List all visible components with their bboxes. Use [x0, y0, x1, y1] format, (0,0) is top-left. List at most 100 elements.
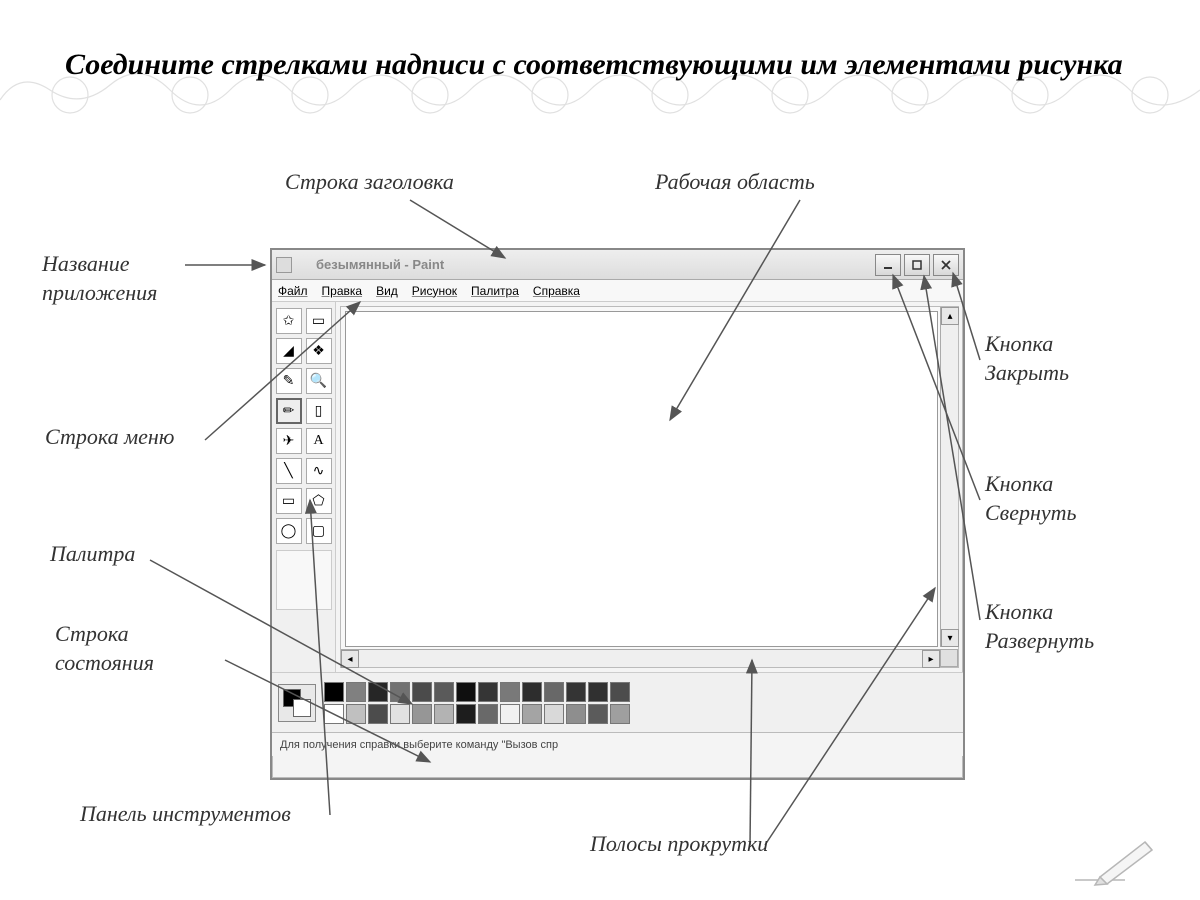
color-swatch-14[interactable]: [324, 704, 344, 724]
anno-btn-close: Кнопка Закрыть: [985, 330, 1069, 387]
menu-image[interactable]: Рисунок: [412, 284, 457, 298]
workspace-row: ✩▭◢❖✎🔍✏▯✈A╲∿▭⬠◯▢ ▴ ▾ ◂ ▸: [272, 302, 963, 672]
color-swatch-21[interactable]: [478, 704, 498, 724]
scroll-corner: [940, 649, 958, 667]
tool-polygon[interactable]: ⬠: [306, 488, 332, 514]
tool-eraser[interactable]: ◢: [276, 338, 302, 364]
color-swatch-22[interactable]: [500, 704, 520, 724]
toolbox: ✩▭◢❖✎🔍✏▯✈A╲∿▭⬠◯▢: [272, 302, 336, 672]
tool-curve[interactable]: ∿: [306, 458, 332, 484]
tool-ellipse[interactable]: ◯: [276, 518, 302, 544]
paint-window: безымянный - Paint Файл Правка Вид Рисун…: [270, 248, 965, 780]
color-swatch-23[interactable]: [522, 704, 542, 724]
anno-status-l2: состояния: [55, 650, 154, 675]
canvas[interactable]: [345, 311, 938, 647]
color-swatch-19[interactable]: [434, 704, 454, 724]
anno-title-bar: Строка заголовка: [285, 168, 454, 197]
anno-toolbox: Панель инструментов: [80, 800, 291, 829]
tool-magnifier[interactable]: 🔍: [306, 368, 332, 394]
vertical-scrollbar[interactable]: ▴ ▾: [940, 307, 958, 647]
color-swatch-0[interactable]: [324, 682, 344, 702]
menubar: Файл Правка Вид Рисунок Палитра Справка: [272, 280, 963, 302]
anno-btn-max-l2: Развернуть: [985, 628, 1094, 653]
color-swatch-27[interactable]: [610, 704, 630, 724]
color-swatch-7[interactable]: [478, 682, 498, 702]
anno-btn-min: Кнопка Свернуть: [985, 470, 1077, 527]
color-swatch-9[interactable]: [522, 682, 542, 702]
color-swatch-8[interactable]: [500, 682, 520, 702]
window-title: безымянный - Paint: [296, 257, 875, 272]
color-swatch-25[interactable]: [566, 704, 586, 724]
current-colors[interactable]: [278, 684, 316, 722]
color-swatch-24[interactable]: [544, 704, 564, 724]
h-scroll-track[interactable]: [359, 650, 922, 667]
anno-palette: Палитра: [50, 540, 135, 569]
tool-text[interactable]: A: [306, 428, 332, 454]
color-swatch-10[interactable]: [544, 682, 564, 702]
scroll-left-button[interactable]: ◂: [341, 650, 359, 668]
tool-pencil[interactable]: ✏: [276, 398, 302, 424]
tool-rectangle[interactable]: ▭: [276, 488, 302, 514]
anno-status: Строка состояния: [55, 620, 154, 677]
anno-scrollbars: Полосы прокрутки: [590, 830, 768, 859]
menu-help[interactable]: Справка: [533, 284, 580, 298]
window-buttons: [875, 254, 959, 276]
color-swatch-26[interactable]: [588, 704, 608, 724]
anno-btn-close-l1: Кнопка: [985, 331, 1053, 356]
anno-btn-min-l2: Свернуть: [985, 500, 1077, 525]
color-swatch-20[interactable]: [456, 704, 476, 724]
color-swatch-5[interactable]: [434, 682, 454, 702]
color-swatch-4[interactable]: [412, 682, 432, 702]
scroll-down-button[interactable]: ▾: [941, 629, 959, 647]
anno-status-l1: Строка: [55, 621, 129, 646]
maximize-button[interactable]: [904, 254, 930, 276]
anno-work-area: Рабочая область: [655, 168, 815, 197]
pencil-icon: [1070, 832, 1160, 892]
menu-edit[interactable]: Правка: [322, 284, 363, 298]
close-button[interactable]: [933, 254, 959, 276]
palette-grid: [324, 682, 630, 724]
tool-line[interactable]: ╲: [276, 458, 302, 484]
color-swatch-17[interactable]: [390, 704, 410, 724]
anno-app-name: Название приложения: [42, 250, 157, 307]
menu-view[interactable]: Вид: [376, 284, 398, 298]
color-swatch-16[interactable]: [368, 704, 388, 724]
color-swatch-18[interactable]: [412, 704, 432, 724]
minimize-button[interactable]: [875, 254, 901, 276]
color-swatch-2[interactable]: [368, 682, 388, 702]
menu-colors[interactable]: Палитра: [471, 284, 519, 298]
tool-fill[interactable]: ❖: [306, 338, 332, 364]
color-swatch-1[interactable]: [346, 682, 366, 702]
tool-free-select[interactable]: ✩: [276, 308, 302, 334]
tool-pick-color[interactable]: ✎: [276, 368, 302, 394]
color-swatch-6[interactable]: [456, 682, 476, 702]
menu-file[interactable]: Файл: [278, 284, 308, 298]
anno-btn-max: Кнопка Развернуть: [985, 598, 1094, 655]
titlebar[interactable]: безымянный - Paint: [272, 250, 963, 280]
anno-btn-max-l1: Кнопка: [985, 599, 1053, 624]
anno-menu-bar: Строка меню: [45, 423, 174, 452]
color-palette: [272, 672, 963, 732]
scroll-right-button[interactable]: ▸: [922, 650, 940, 668]
horizontal-scrollbar[interactable]: ◂ ▸: [341, 649, 940, 667]
page-heading: Соедините стрелками надписи с соответств…: [65, 45, 1145, 86]
tool-options: [276, 550, 332, 610]
color-swatch-13[interactable]: [610, 682, 630, 702]
v-scroll-track[interactable]: [941, 325, 958, 629]
app-icon: [276, 257, 292, 273]
anno-app-name-l1: Название: [42, 251, 130, 276]
color-swatch-15[interactable]: [346, 704, 366, 724]
color-swatch-12[interactable]: [588, 682, 608, 702]
canvas-outer: ▴ ▾ ◂ ▸: [340, 306, 959, 668]
tool-airbrush[interactable]: ✈: [276, 428, 302, 454]
tool-brush[interactable]: ▯: [306, 398, 332, 424]
anno-btn-min-l1: Кнопка: [985, 471, 1053, 496]
status-text: Для получения справки выберите команду "…: [280, 739, 558, 751]
background-color[interactable]: [293, 699, 311, 717]
color-swatch-11[interactable]: [566, 682, 586, 702]
anno-btn-close-l2: Закрыть: [985, 360, 1069, 385]
color-swatch-3[interactable]: [390, 682, 410, 702]
tool-rounded-rect[interactable]: ▢: [306, 518, 332, 544]
tool-rect-select[interactable]: ▭: [306, 308, 332, 334]
scroll-up-button[interactable]: ▴: [941, 307, 959, 325]
